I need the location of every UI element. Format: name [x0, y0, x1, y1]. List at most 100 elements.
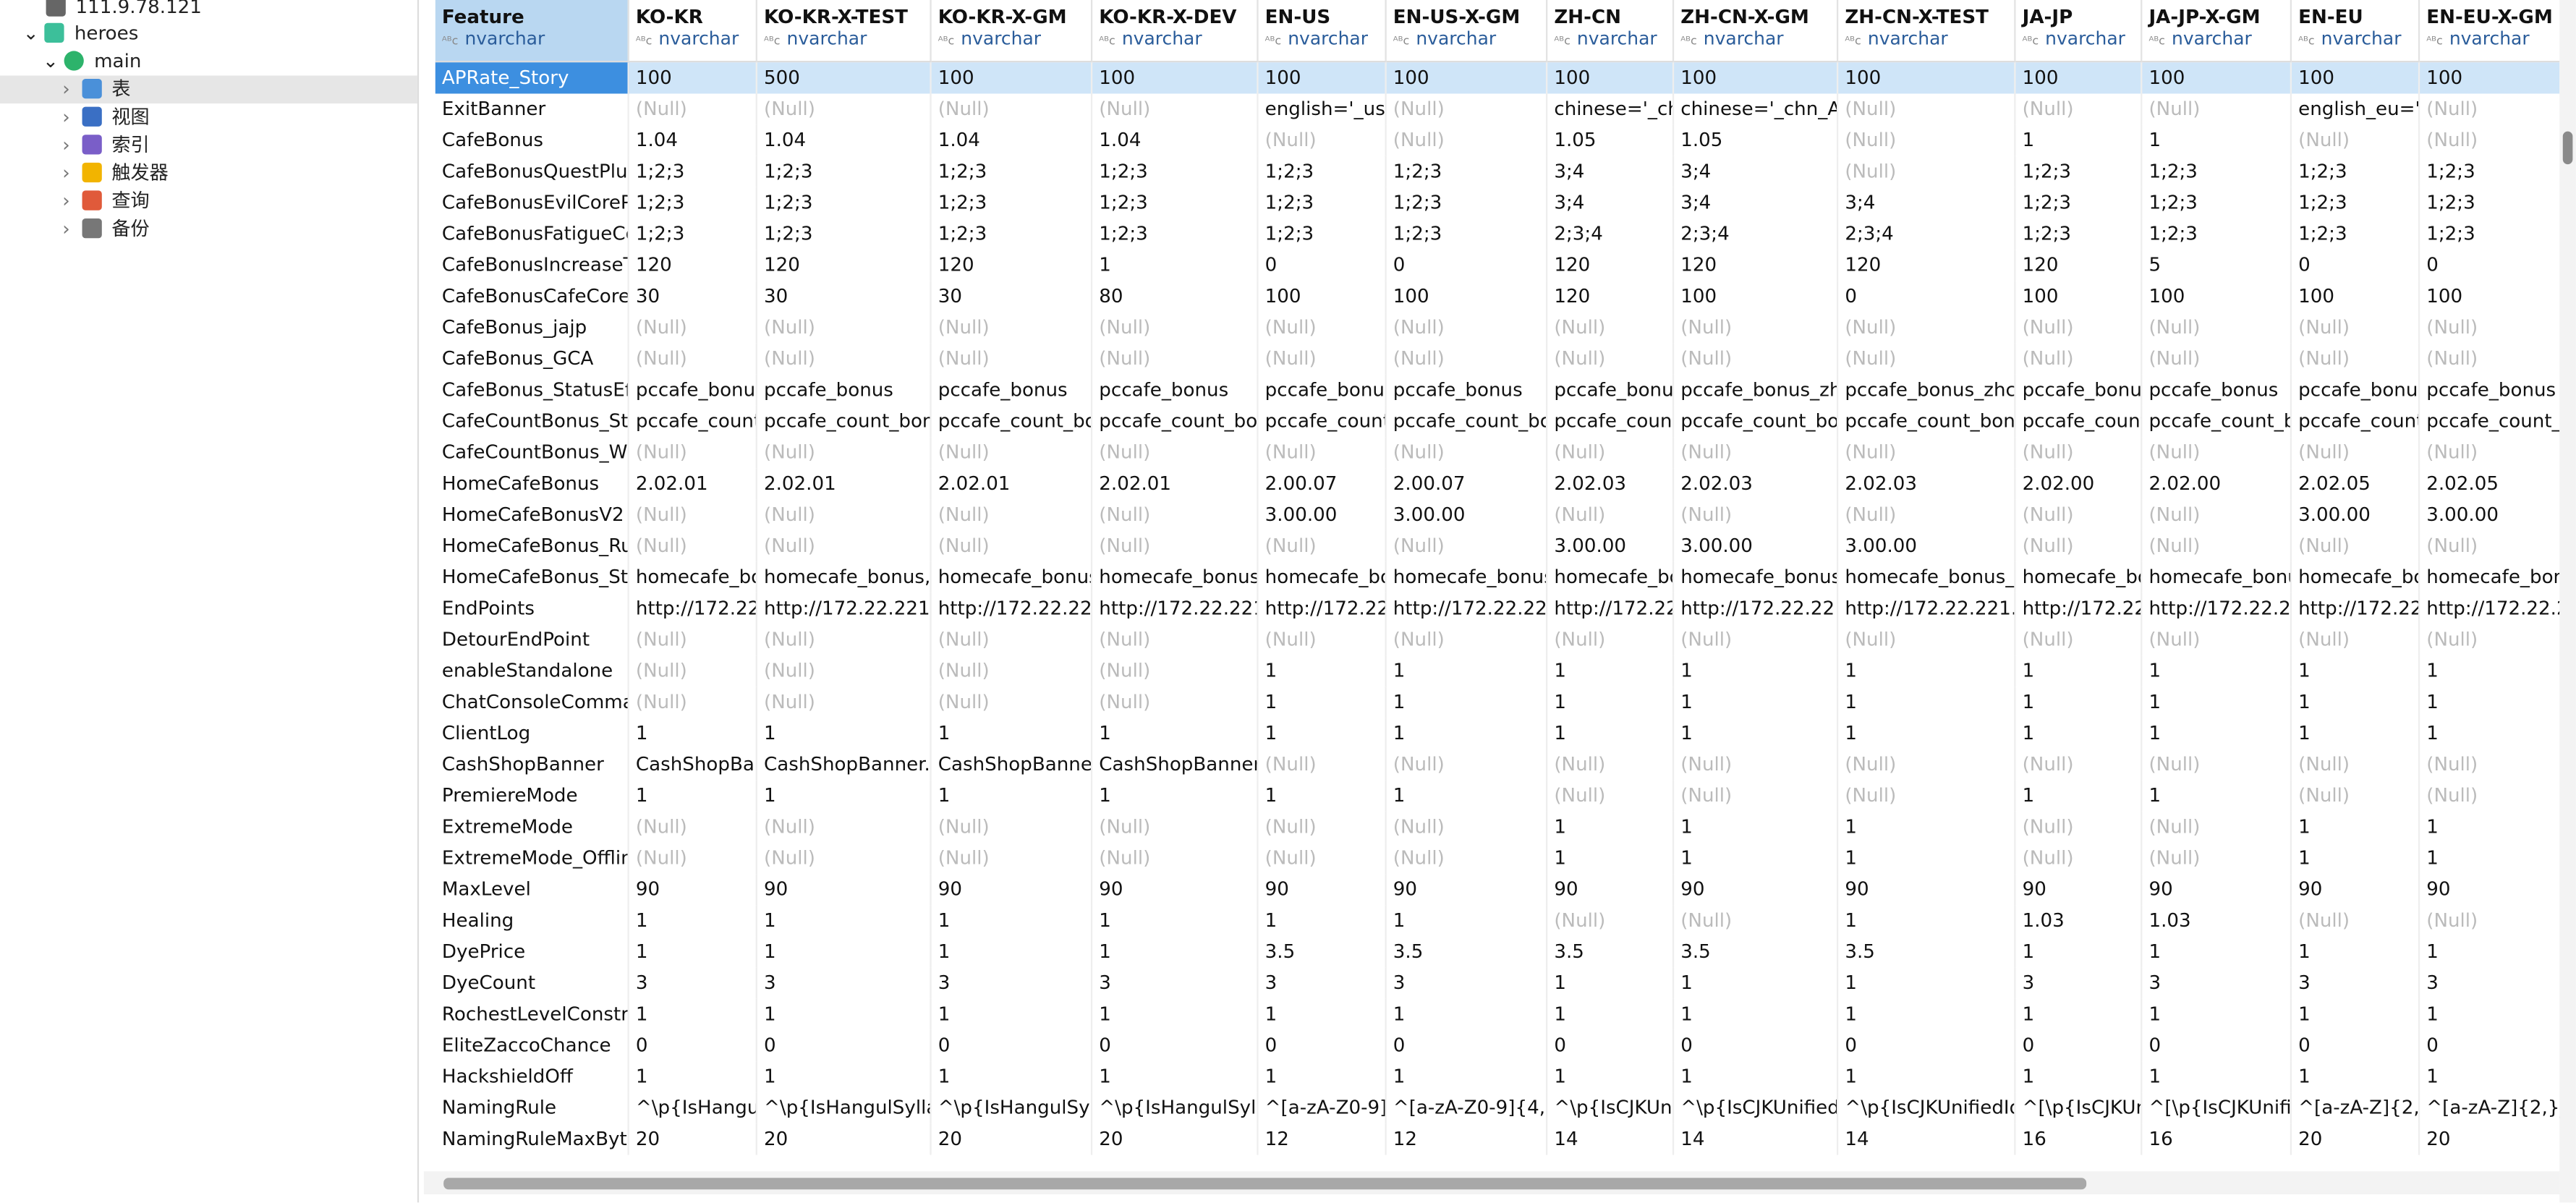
cell[interactable]: 500 — [757, 62, 932, 94]
cell[interactable]: 1 — [1674, 686, 1839, 718]
cell[interactable]: 1;2;3 — [2420, 156, 2559, 187]
cell[interactable]: pccafe_count_bon — [2420, 406, 2559, 437]
cell[interactable]: (Null) — [1838, 312, 2016, 344]
cell[interactable]: http://172.22.221. — [932, 592, 1093, 624]
cell[interactable]: 16 — [2016, 1123, 2143, 1155]
cell[interactable]: (Null) — [2420, 781, 2559, 812]
cell[interactable]: homecafe_bonus, — [1387, 561, 1548, 593]
cell[interactable]: (Null) — [2016, 530, 2143, 562]
cell[interactable]: CashShopBanner. — [932, 749, 1093, 781]
cell[interactable]: 100 — [2016, 281, 2143, 313]
cell[interactable]: 1.04 — [757, 124, 932, 156]
cell[interactable]: 20 — [2420, 1123, 2559, 1155]
cell[interactable]: 1 — [2142, 936, 2292, 968]
cell[interactable]: (Null) — [1547, 624, 1675, 656]
cell[interactable]: 1 — [1838, 843, 2016, 875]
cell[interactable]: 1.04 — [1092, 124, 1259, 156]
cell[interactable]: (Null) — [1547, 312, 1675, 344]
cell[interactable]: (Null) — [1674, 749, 1839, 781]
column-header[interactable]: KO-KR-X-GM ᴬᴮc nvarchar — [931, 0, 1093, 63]
row-label[interactable]: CafeBonusIncreaseT — [435, 250, 629, 281]
cell[interactable]: homecafe_bonus,ac — [757, 561, 932, 593]
cell[interactable]: 2;3;4 — [1547, 218, 1675, 250]
cell[interactable]: 1 — [1838, 967, 2016, 999]
cell[interactable]: 80 — [1092, 281, 1259, 313]
row-label[interactable]: ExitBanner — [435, 93, 629, 125]
cell[interactable]: 1;2;3 — [1387, 218, 1548, 250]
cell[interactable]: 1 — [1259, 780, 1387, 812]
cell[interactable]: 1 — [757, 718, 932, 749]
cell[interactable]: 0 — [1547, 1029, 1675, 1062]
cell[interactable]: (Null) — [1092, 93, 1259, 125]
cell[interactable]: (Null) — [629, 499, 757, 531]
row-label[interactable]: HomeCafeBonusV2 — [435, 499, 629, 531]
cell[interactable]: 100 — [1259, 62, 1387, 94]
cell[interactable]: (Null) — [1387, 811, 1548, 843]
cell[interactable]: 1;2;3 — [1092, 156, 1259, 187]
cell[interactable]: 3 — [1387, 967, 1548, 999]
cell[interactable]: 1;2;3 — [1259, 156, 1387, 187]
column-header[interactable]: EN-EU-X-GM ᴬᴮc nvarchar — [2420, 0, 2560, 63]
cell[interactable]: (Null) — [932, 499, 1093, 531]
cell[interactable]: 1 — [1674, 1061, 1839, 1093]
cell[interactable]: 120 — [1674, 250, 1839, 281]
cell[interactable]: 1 — [629, 905, 757, 937]
cell[interactable]: 100 — [2016, 62, 2143, 94]
cell[interactable]: http://172.22.221. — [1387, 592, 1548, 624]
cell[interactable]: 20 — [629, 1123, 757, 1155]
cell[interactable]: (Null) — [1838, 780, 2016, 812]
cell[interactable]: 1 — [1259, 686, 1387, 718]
cell[interactable]: 100 — [1259, 281, 1387, 313]
cell[interactable]: 1;2;3 — [757, 156, 932, 187]
cell[interactable]: 3.5 — [1259, 936, 1387, 968]
cell[interactable]: 1 — [1259, 1061, 1387, 1093]
cell[interactable]: 1 — [2016, 998, 2143, 1030]
cell[interactable]: (Null) — [2292, 530, 2420, 562]
cell[interactable]: 1 — [2420, 718, 2559, 749]
cell[interactable]: pccafe_bonus_zhcn — [1838, 374, 2016, 406]
cell[interactable]: (Null) — [2292, 749, 2420, 781]
cell[interactable]: 3.5 — [1547, 936, 1675, 968]
cell[interactable]: ^\p{IsHangulSylla — [932, 1092, 1093, 1124]
cell[interactable]: pccafe_count_bc — [2142, 405, 2292, 438]
cell[interactable]: 1 — [1387, 780, 1548, 812]
row-label[interactable]: HomeCafeBonus_Ru — [435, 530, 629, 562]
cell[interactable]: english='_usa — [1259, 93, 1387, 125]
cell[interactable]: 2.00.07 — [1259, 468, 1387, 500]
cell[interactable]: 1 — [1092, 998, 1259, 1030]
cell[interactable]: 90 — [1838, 874, 2016, 906]
cell[interactable]: 20 — [932, 1123, 1093, 1155]
cell[interactable]: 1;2;3 — [1092, 218, 1259, 250]
column-header[interactable]: KO-KR ᴬᴮc nvarchar — [629, 0, 757, 63]
cell[interactable]: 100 — [1838, 62, 2016, 94]
row-label[interactable]: EndPoints — [435, 592, 629, 624]
cell[interactable]: 1 — [932, 936, 1093, 968]
cell[interactable]: 1 — [1838, 998, 2016, 1030]
cell[interactable]: pccafe_bonus — [1547, 374, 1675, 406]
tree-item[interactable]: › 视图 — [62, 103, 149, 132]
cell[interactable]: (Null) — [1259, 811, 1387, 843]
cell[interactable]: 100 — [2292, 62, 2420, 94]
column-header[interactable]: KO-KR-X-TEST ᴬᴮc nvarchar — [757, 0, 932, 63]
cell[interactable]: CashShopBan — [629, 749, 757, 781]
cell[interactable]: (Null) — [1838, 124, 2016, 156]
cell[interactable]: 1 — [2292, 655, 2420, 687]
cell[interactable]: (Null) — [1092, 343, 1259, 375]
cell[interactable]: (Null) — [757, 530, 932, 562]
cell[interactable]: 90 — [2016, 874, 2143, 906]
cell[interactable]: 1 — [1547, 686, 1675, 718]
cell[interactable]: ^[a-zA-Z]{2,}_?[a- — [2420, 1092, 2559, 1123]
cell[interactable]: (Null) — [757, 655, 932, 687]
cell[interactable]: 1 — [1674, 967, 1839, 999]
cell[interactable]: 3 — [757, 967, 932, 999]
cell[interactable]: (Null) — [1259, 124, 1387, 156]
cell[interactable]: (Null) — [2016, 843, 2143, 875]
cell[interactable]: (Null) — [2292, 780, 2420, 812]
cell[interactable]: 1;2;3 — [2142, 156, 2292, 187]
cell[interactable]: 1 — [2142, 998, 2292, 1030]
cell[interactable]: 1 — [1838, 811, 2016, 843]
cell[interactable]: (Null) — [2016, 93, 2143, 125]
cell[interactable]: (Null) — [932, 437, 1093, 469]
cell[interactable]: 3.00.00 — [1547, 530, 1675, 562]
cell[interactable]: 1.04 — [932, 124, 1093, 156]
